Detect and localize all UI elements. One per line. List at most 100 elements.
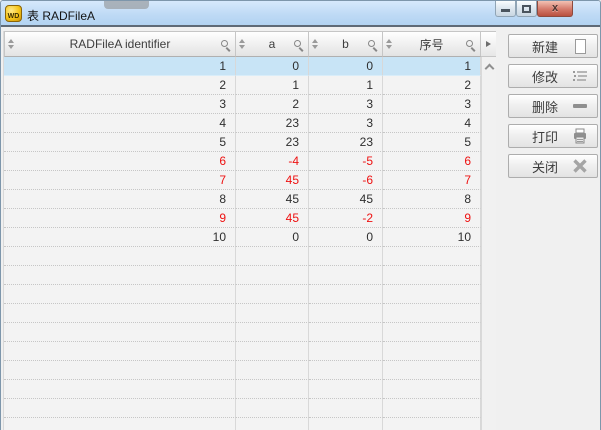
table-row[interactable]: 8 45 45 8 [4,190,481,209]
cell[interactable]: 4 [4,114,236,133]
cell [309,418,383,430]
table-row[interactable]: 4 23 3 4 [4,114,481,133]
cell[interactable]: 8 [383,190,481,209]
table-row[interactable]: 7 45 -6 7 [4,171,481,190]
cell[interactable]: 10 [383,228,481,247]
cell [236,266,309,285]
delete-record-icon [571,97,589,115]
cell[interactable]: 7 [383,171,481,190]
cell [309,323,383,342]
cell[interactable]: 3 [4,95,236,114]
table-row[interactable]: 9 45 -2 9 [4,209,481,228]
cell[interactable]: 3 [309,114,383,133]
data-table: RADFileA identifier a b 序号 1 0 0 1 2 1 1 2 3 2 3 3 4 23 3… [3,31,496,430]
cell[interactable]: 0 [309,228,383,247]
cell[interactable]: -6 [309,171,383,190]
cell[interactable]: 3 [309,95,383,114]
cell[interactable]: 45 [236,190,309,209]
print-button[interactable]: 打印 [508,124,598,148]
close-table-button[interactable]: 关闭 [508,154,598,178]
cell [383,399,481,418]
cell [4,418,236,430]
cell[interactable]: 23 [236,133,309,152]
cell[interactable]: 10 [4,228,236,247]
cell[interactable]: 1 [4,57,236,76]
cell[interactable]: 5 [383,133,481,152]
cell [236,418,309,430]
cell[interactable]: 45 [236,209,309,228]
cell [383,418,481,430]
table-row[interactable]: 5 23 23 5 [4,133,481,152]
column-header-3[interactable]: 序号 [383,31,481,57]
cell[interactable]: -4 [236,152,309,171]
cell[interactable]: -5 [309,152,383,171]
cell[interactable]: 4 [383,114,481,133]
cell[interactable]: 23 [236,114,309,133]
search-icon[interactable] [221,40,228,47]
cell [4,342,236,361]
titlebar: WD 表 RADFileA x [1,1,600,27]
search-icon[interactable] [294,40,301,47]
cell[interactable]: 0 [236,57,309,76]
print-button-label: 打印 [531,129,558,145]
close-button[interactable]: x [537,1,573,17]
cell[interactable]: 0 [236,228,309,247]
cell[interactable]: 1 [236,76,309,95]
cell[interactable]: 0 [309,57,383,76]
cell [309,285,383,304]
cell[interactable]: 2 [4,76,236,95]
cell [4,323,236,342]
cell[interactable]: 6 [383,152,481,171]
empty-row [4,342,481,361]
cell[interactable]: 5 [4,133,236,152]
cell[interactable]: 9 [383,209,481,228]
cell[interactable]: 2 [383,76,481,95]
delete-button-label: 删除 [531,99,558,115]
empty-row [4,323,481,342]
column-header-1[interactable]: a [236,31,309,57]
cell[interactable]: 2 [236,95,309,114]
cell [4,285,236,304]
cell[interactable]: 1 [383,57,481,76]
column-header-0[interactable]: RADFileA identifier [4,31,236,57]
vertical-scrollbar[interactable] [481,57,496,430]
search-icon[interactable] [466,40,473,47]
cell[interactable]: 7 [4,171,236,190]
cell [236,380,309,399]
modify-button[interactable]: 修改 [508,64,598,88]
delete-button[interactable]: 删除 [508,94,598,118]
cell [236,304,309,323]
close-icon: x [551,2,559,14]
cell [309,247,383,266]
empty-row [4,266,481,285]
cell[interactable]: 45 [309,190,383,209]
cell[interactable]: -2 [309,209,383,228]
cell [383,285,481,304]
column-header-label: a [268,37,276,51]
maximize-icon [522,4,531,13]
table-row[interactable]: 10 0 0 10 [4,228,481,247]
cell[interactable]: 9 [4,209,236,228]
column-header-2[interactable]: b [309,31,383,57]
cell[interactable]: 6 [4,152,236,171]
cell[interactable]: 1 [309,76,383,95]
sort-arrows-icon [386,39,392,49]
table-row[interactable]: 6 -4 -5 6 [4,152,481,171]
maximize-button[interactable] [516,1,537,17]
cell [309,342,383,361]
cell[interactable]: 45 [236,171,309,190]
cell [236,323,309,342]
minimize-button[interactable] [495,1,516,17]
search-icon[interactable] [368,40,375,47]
column-header-label: b [342,37,349,51]
cell [309,304,383,323]
cell[interactable]: 3 [383,95,481,114]
new-button[interactable]: 新建 [508,34,598,58]
expand-columns-icon[interactable] [481,31,496,57]
cell[interactable]: 8 [4,190,236,209]
scroll-up-icon[interactable] [484,63,495,74]
cell[interactable]: 23 [309,133,383,152]
